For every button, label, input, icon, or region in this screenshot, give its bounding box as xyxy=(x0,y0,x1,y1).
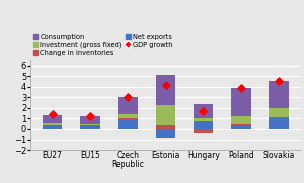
Bar xyxy=(194,104,213,118)
Bar xyxy=(81,116,100,124)
Bar xyxy=(81,124,100,125)
Point xyxy=(88,114,93,117)
Bar xyxy=(269,81,289,108)
Bar xyxy=(156,75,175,105)
Bar xyxy=(118,118,138,120)
Bar xyxy=(269,108,289,117)
Bar xyxy=(118,120,138,129)
Bar xyxy=(194,121,213,129)
Bar xyxy=(118,97,138,114)
Bar xyxy=(231,116,251,124)
Bar xyxy=(269,118,289,129)
Bar xyxy=(269,117,289,118)
Bar xyxy=(81,125,100,129)
Point xyxy=(50,113,55,116)
Point xyxy=(201,110,206,113)
Bar xyxy=(194,118,213,121)
Bar xyxy=(156,125,175,129)
Legend: Consumption, Investment (gross fixed), Change in inventories, Net exports, GDP g: Consumption, Investment (gross fixed), C… xyxy=(30,31,175,59)
Bar xyxy=(231,124,251,125)
Bar xyxy=(43,126,62,129)
Point xyxy=(239,87,244,90)
Point xyxy=(126,96,130,99)
Bar xyxy=(43,125,62,126)
Bar xyxy=(43,115,62,123)
Bar xyxy=(43,123,62,125)
Bar xyxy=(231,125,251,129)
Bar xyxy=(156,105,175,125)
Bar xyxy=(231,88,251,116)
Bar xyxy=(156,129,175,139)
Bar xyxy=(118,114,138,118)
Bar xyxy=(194,129,213,133)
Point xyxy=(276,79,281,82)
Point xyxy=(163,84,168,87)
